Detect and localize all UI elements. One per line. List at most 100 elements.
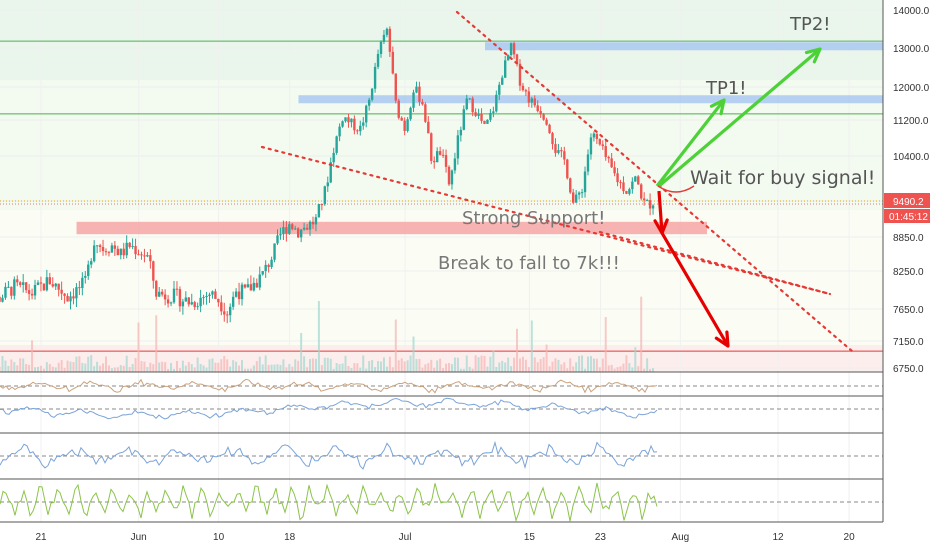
candle-body-95: [258, 274, 261, 288]
candle-body-55: [140, 254, 143, 256]
price-tick-3: 11200.0: [893, 116, 929, 127]
volume-bar-106: [291, 366, 294, 372]
volume-bar-176: [498, 362, 501, 372]
volume-bar-141: [394, 319, 397, 372]
current-price-label: 9490.2: [893, 197, 924, 208]
candle-body-219: [625, 191, 628, 194]
candle-body-75: [199, 297, 202, 307]
annotation-2: Wait for buy signal!: [690, 167, 875, 189]
candle-body-51: [128, 242, 131, 247]
panel-series-3: [0, 482, 658, 523]
candle-body-109: [299, 229, 303, 238]
price-tick-9: 7150.0: [893, 337, 924, 348]
candle-body-7: [0, 296, 1, 302]
candle-body-181: [512, 43, 516, 55]
axes: 14000.0 13000.0 12000.0 11200.0 10400.0 8850.…: [35, 0, 932, 550]
volume-bar-144: [403, 361, 406, 372]
volume-bar-140: [391, 367, 394, 372]
trendline-2: [598, 230, 832, 296]
candle-body-201: [572, 192, 575, 203]
candle-body-200: [569, 178, 572, 193]
volume-bar-193: [548, 366, 551, 372]
volume-bar-197: [560, 364, 563, 372]
candle-body-87: [234, 291, 238, 297]
volume-bar-135: [377, 361, 380, 372]
panel-series-1: [0, 397, 658, 420]
annotations: TP2! TP1! Wait for buy signal! Strong Suppo…: [438, 14, 875, 274]
volume-bar-99: [270, 364, 273, 372]
volume-bar-188: [533, 357, 536, 372]
candle-body-149: [418, 86, 421, 102]
candle-body-140: [391, 51, 395, 74]
candle-body-193: [548, 124, 551, 134]
volume-bar-19: [34, 367, 37, 372]
candle-body-94: [255, 282, 259, 288]
candle-body-228: [651, 205, 655, 209]
candle-body-33: [75, 287, 78, 299]
volume-bar-104: [285, 367, 288, 372]
candle-body-226: [645, 200, 649, 202]
volume-bar-75: [199, 363, 202, 372]
candle-body-73: [193, 302, 196, 308]
trendline-0: [455, 10, 854, 353]
volume-bar-58: [149, 362, 152, 372]
candle-body-107: [294, 228, 297, 230]
trendlines: [260, 10, 854, 353]
candle-body-180: [509, 43, 513, 56]
volume-bar-36: [84, 363, 87, 372]
support-zone-2: [76, 221, 707, 235]
volume-bar-148: [415, 359, 418, 372]
candle-body-136: [379, 41, 383, 54]
volume-bar-112: [309, 359, 312, 372]
volume-bar-220: [628, 363, 631, 372]
candle-body-106: [291, 224, 294, 230]
candle-body-118: [326, 182, 329, 187]
volume-bar-9: [4, 360, 7, 372]
candle-body-178: [503, 60, 507, 78]
volume-bar-109: [300, 333, 303, 372]
candle-body-205: [583, 171, 587, 193]
candle-body-210: [598, 139, 602, 145]
volume-bar-174: [492, 350, 495, 372]
candle-body-49: [122, 248, 125, 256]
candle-body-67: [175, 288, 179, 290]
price-tick-2: 12000.0: [893, 83, 930, 94]
candle-body-207: [589, 137, 593, 155]
candle-body-222: [634, 176, 637, 182]
time-tick-9: 20: [844, 532, 856, 543]
candle-body-91: [246, 284, 250, 288]
volume-bar-24: [48, 364, 51, 372]
annotation-4: Break to fall to 7k!!!: [438, 253, 620, 274]
candle-body-58: [149, 255, 152, 262]
price-tick-1: 13000.0: [893, 44, 930, 55]
volume-bar-131: [365, 368, 368, 372]
price-tick-6: 8850.0: [893, 233, 924, 244]
volume-bar-217: [619, 366, 622, 372]
candle-body-60: [155, 280, 158, 297]
volume-bar-107: [294, 359, 297, 372]
volume-bar-189: [536, 362, 539, 372]
volume-bar-219: [625, 355, 628, 372]
candle-body-190: [539, 111, 542, 115]
volume-bar-35: [81, 362, 84, 372]
volume-bar-88: [238, 365, 241, 372]
volume-bar-183: [518, 358, 521, 372]
candle-body-62: [160, 291, 164, 295]
volume-bar-118: [326, 357, 329, 372]
candle-body-31: [69, 296, 72, 302]
candle-body-183: [518, 63, 522, 86]
candle-body-98: [267, 264, 270, 268]
candle-body-74: [196, 306, 199, 308]
candle-body-15: [21, 282, 25, 285]
volume-bar-119: [329, 358, 332, 372]
volume-bar-145: [406, 360, 409, 372]
signal-curve: [657, 185, 695, 193]
volume-bar-215: [613, 368, 616, 372]
volume-bar-43: [104, 356, 107, 372]
candle-body-105: [288, 224, 291, 234]
volume-bar-156: [439, 358, 442, 372]
volume-bar-18: [31, 340, 34, 372]
candle-body-24: [48, 277, 52, 285]
volume-bar-132: [368, 361, 371, 372]
candle-body-154: [433, 160, 436, 163]
